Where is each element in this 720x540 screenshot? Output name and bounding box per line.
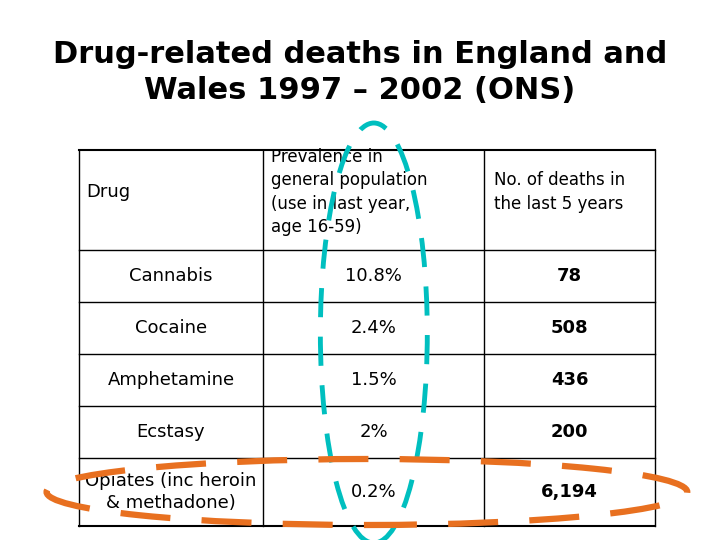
- Text: 508: 508: [551, 319, 588, 337]
- Text: Drug-related deaths in England and
Wales 1997 – 2002 (ONS): Drug-related deaths in England and Wales…: [53, 40, 667, 105]
- Text: No. of deaths in
the last 5 years: No. of deaths in the last 5 years: [494, 171, 625, 213]
- Text: Cannabis: Cannabis: [130, 267, 213, 285]
- Text: 0.2%: 0.2%: [351, 483, 397, 501]
- Text: 436: 436: [551, 371, 588, 389]
- Text: 200: 200: [551, 423, 588, 441]
- Text: Cocaine: Cocaine: [135, 319, 207, 337]
- Text: 2%: 2%: [359, 423, 388, 441]
- Text: 2.4%: 2.4%: [351, 319, 397, 337]
- Text: 10.8%: 10.8%: [346, 267, 402, 285]
- Text: Prevalence in
general population
(use in last year,
age 16-59): Prevalence in general population (use in…: [271, 147, 427, 237]
- Text: Drug: Drug: [86, 183, 130, 201]
- Text: Opiates (inc heroin
& methadone): Opiates (inc heroin & methadone): [86, 472, 257, 512]
- Text: Ecstasy: Ecstasy: [137, 423, 205, 441]
- Text: 78: 78: [557, 267, 582, 285]
- Text: 1.5%: 1.5%: [351, 371, 397, 389]
- Text: 6,194: 6,194: [541, 483, 598, 501]
- Text: Amphetamine: Amphetamine: [107, 371, 235, 389]
